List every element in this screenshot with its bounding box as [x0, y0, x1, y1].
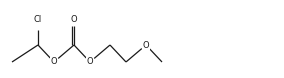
- Text: O: O: [87, 57, 93, 67]
- Text: Cl: Cl: [34, 16, 42, 24]
- Text: O: O: [51, 57, 57, 67]
- Text: O: O: [143, 40, 149, 50]
- Text: O: O: [71, 16, 77, 24]
